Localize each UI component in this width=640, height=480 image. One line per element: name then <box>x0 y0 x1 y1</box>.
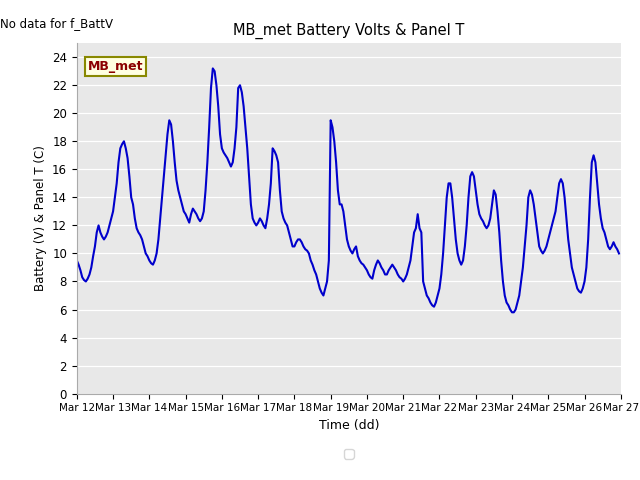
Text: No data for f_BattV: No data for f_BattV <box>1 16 113 30</box>
Text: MB_met: MB_met <box>88 60 143 73</box>
Y-axis label: Battery (V) & Panel T (C): Battery (V) & Panel T (C) <box>33 145 47 291</box>
Title: MB_met Battery Volts & Panel T: MB_met Battery Volts & Panel T <box>233 23 465 39</box>
Legend:  <box>344 449 354 459</box>
X-axis label: Time (dd): Time (dd) <box>319 419 379 432</box>
